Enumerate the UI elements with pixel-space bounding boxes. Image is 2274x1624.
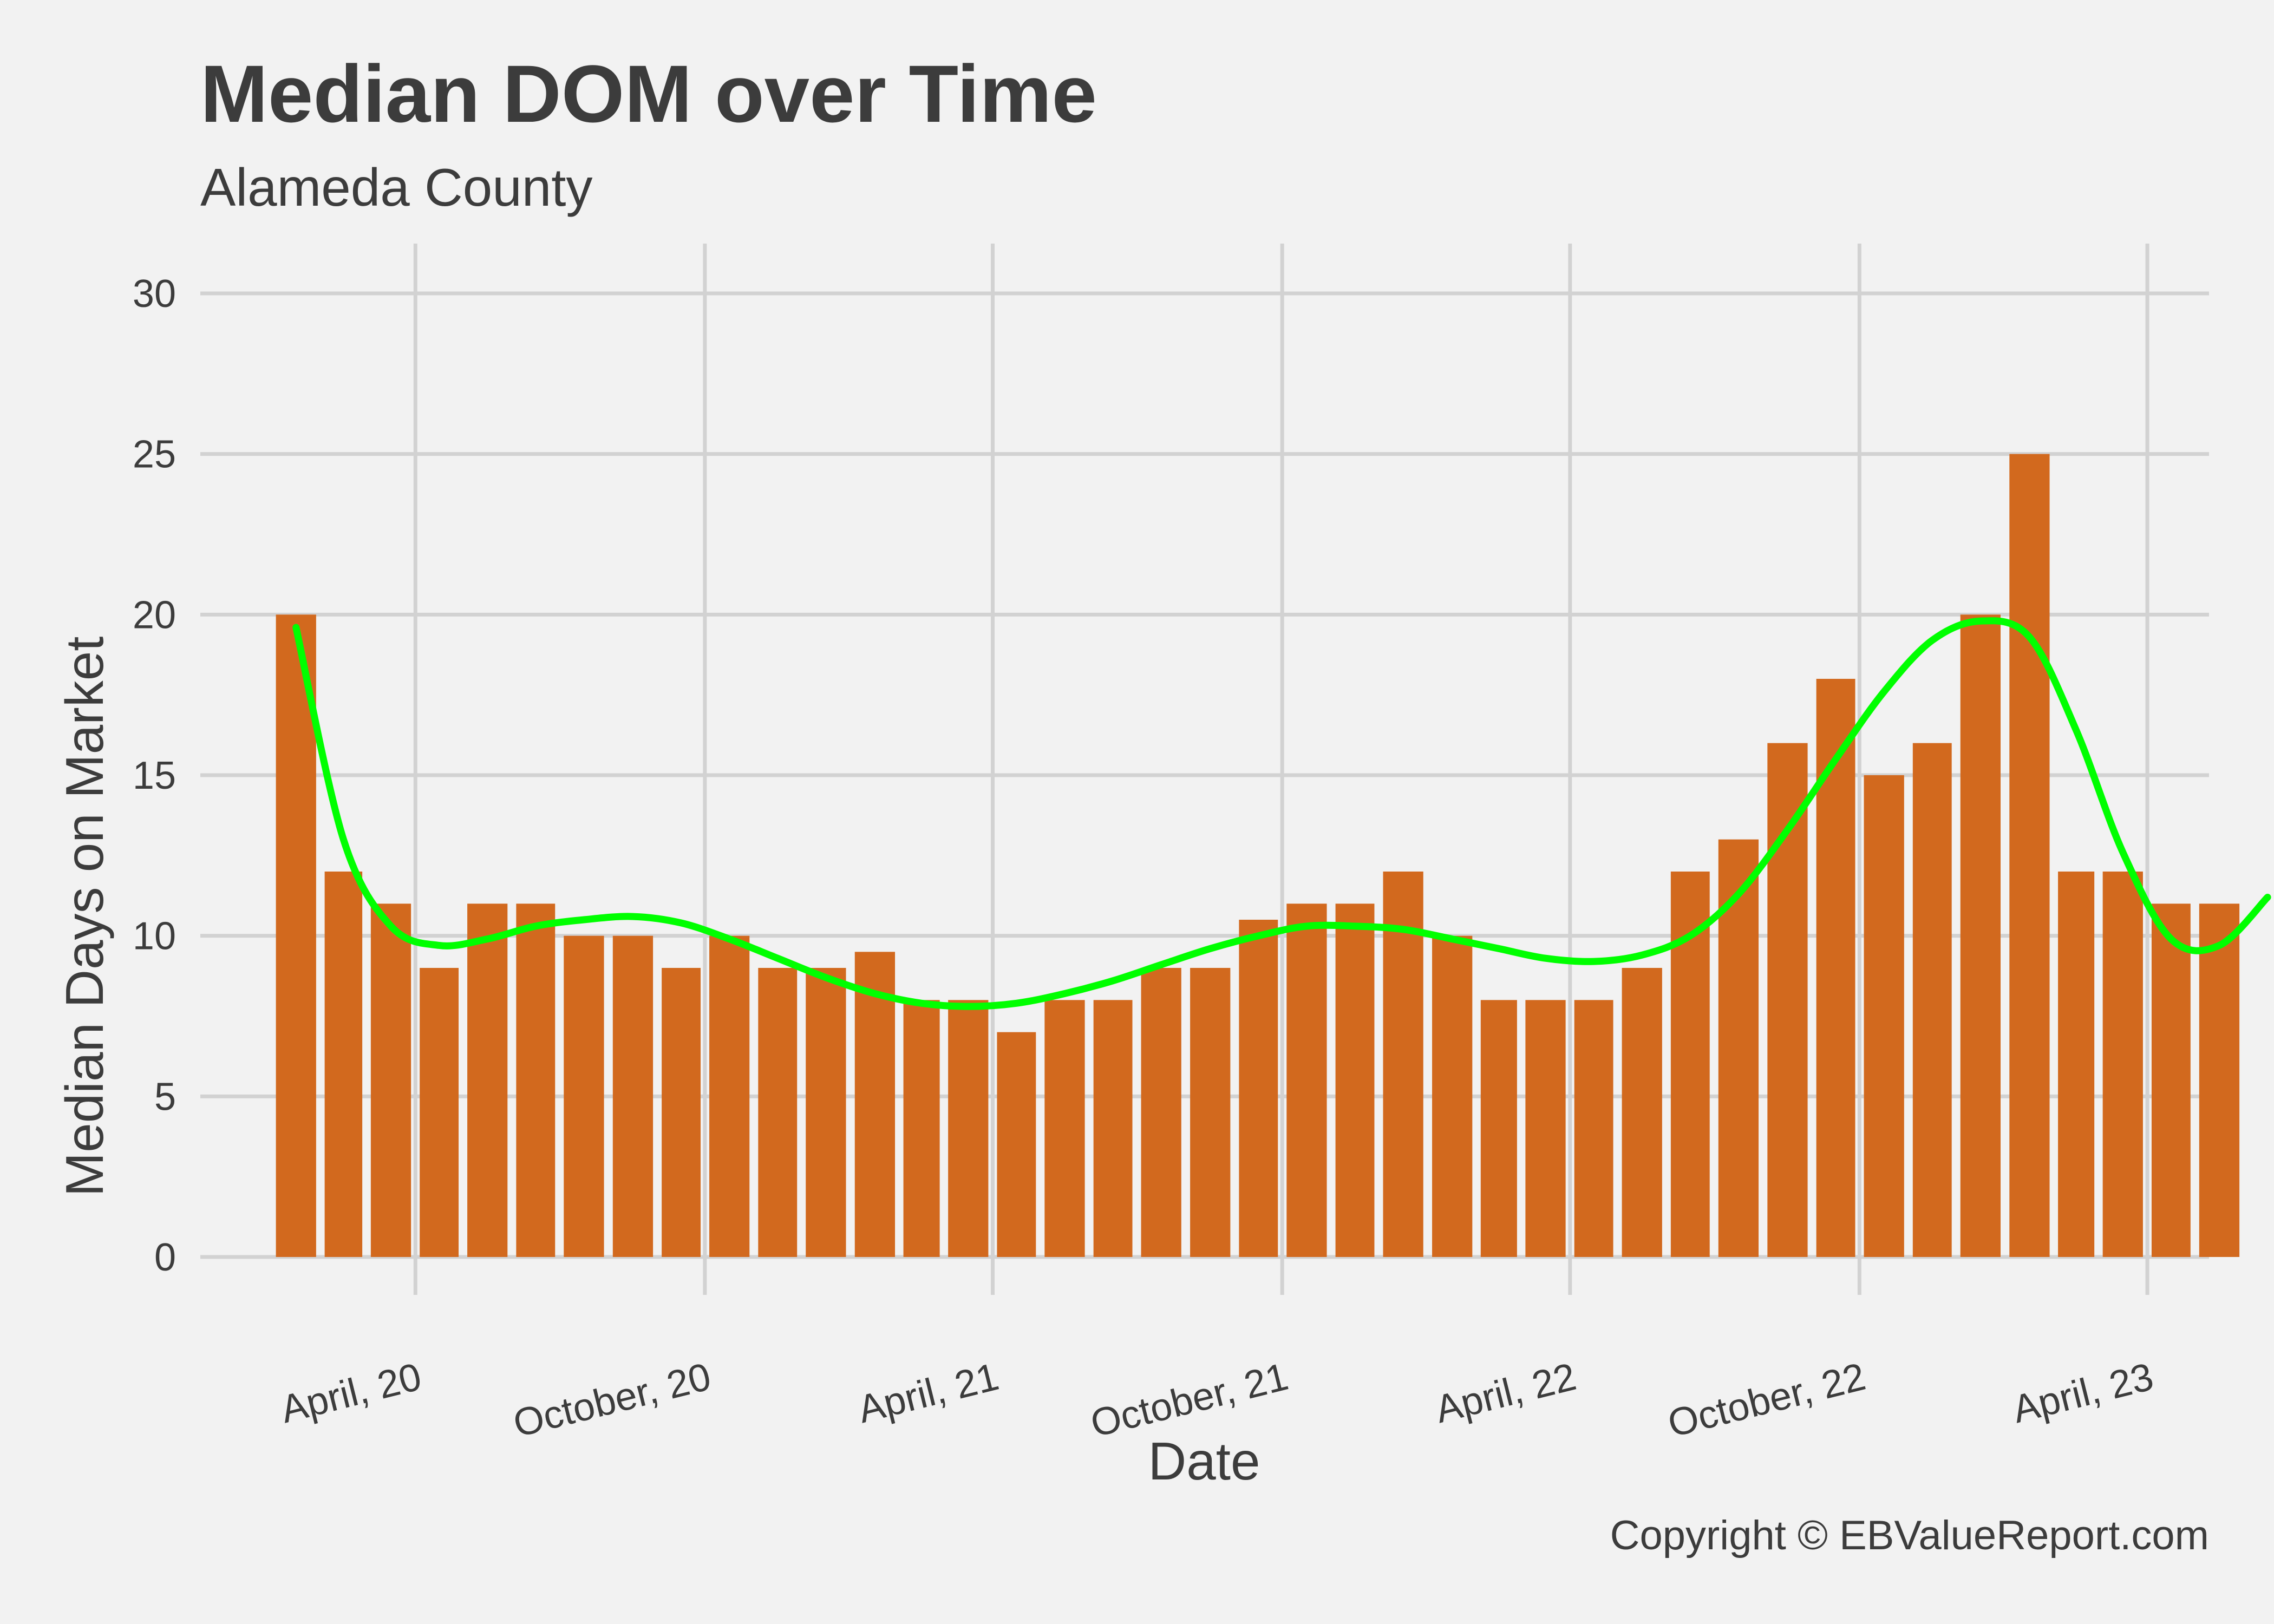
bar: [1525, 1000, 1566, 1257]
bar: [2151, 903, 2191, 1257]
y-tick-label: 30: [133, 272, 176, 316]
x-tick-label: April, 21: [854, 1355, 1003, 1432]
grid: [200, 244, 2209, 1295]
bar: [1141, 968, 1181, 1257]
y-axis-title: Median Days on Market: [55, 637, 114, 1197]
chart-title: Median DOM over Time: [200, 48, 1097, 139]
bar: [276, 614, 316, 1257]
bar: [2058, 872, 2095, 1257]
bar: [997, 1032, 1036, 1257]
bar: [1093, 1000, 1133, 1257]
bar: [1383, 872, 1423, 1257]
bar: [1960, 614, 2001, 1257]
x-axis-title: Date: [1148, 1431, 1260, 1491]
bar: [612, 935, 654, 1257]
copyright-caption: Copyright © EBValueReport.com: [1610, 1512, 2209, 1558]
bar: [1190, 968, 1231, 1257]
bar: [1864, 775, 1904, 1257]
bar: [516, 903, 556, 1257]
trend-line: [292, 617, 2271, 1010]
bar: [1622, 968, 1662, 1257]
x-tick-label: April, 23: [2008, 1355, 2158, 1432]
x-tick-label: April, 20: [277, 1355, 426, 1432]
bar: [420, 968, 459, 1257]
bar: [467, 903, 508, 1257]
y-tick-label: 20: [133, 593, 176, 637]
bar: [1239, 920, 1278, 1257]
bar: [324, 872, 363, 1257]
bar: [1574, 1000, 1613, 1257]
bar: [806, 968, 846, 1257]
bar: [1432, 935, 1473, 1257]
y-tick-label: 0: [154, 1236, 176, 1279]
bar: [758, 968, 798, 1257]
bar: [1044, 1000, 1085, 1257]
bar: [1767, 743, 1808, 1257]
bar: [854, 952, 896, 1257]
bar: [2199, 903, 2240, 1257]
bar: [1718, 839, 1759, 1257]
y-tick-label: 5: [154, 1075, 176, 1118]
bar: [564, 935, 604, 1257]
y-tick-label: 25: [133, 433, 176, 476]
x-tick-label: April, 22: [1431, 1355, 1580, 1432]
bar: [903, 1000, 940, 1257]
bar: [2102, 872, 2143, 1257]
y-tick-label: 10: [133, 915, 176, 958]
bar: [1335, 903, 1375, 1257]
x-tick-label: October, 20: [509, 1355, 715, 1446]
bar: [662, 968, 701, 1257]
y-tick-label: 15: [133, 754, 176, 797]
bar: [709, 935, 750, 1257]
bar: [1286, 903, 1327, 1257]
chart-subtitle: Alameda County: [200, 158, 593, 217]
bar: [1480, 1000, 1517, 1257]
bar: [948, 1000, 989, 1257]
bar: [1816, 679, 1855, 1257]
x-tick-label: October, 22: [1664, 1355, 1870, 1446]
bar: [1912, 743, 1952, 1257]
y-axis-ticks: 0 5 10 15 20 25 30: [133, 272, 176, 1279]
bar: [370, 903, 411, 1257]
bars: [276, 454, 2240, 1257]
bar: [2009, 454, 2050, 1257]
